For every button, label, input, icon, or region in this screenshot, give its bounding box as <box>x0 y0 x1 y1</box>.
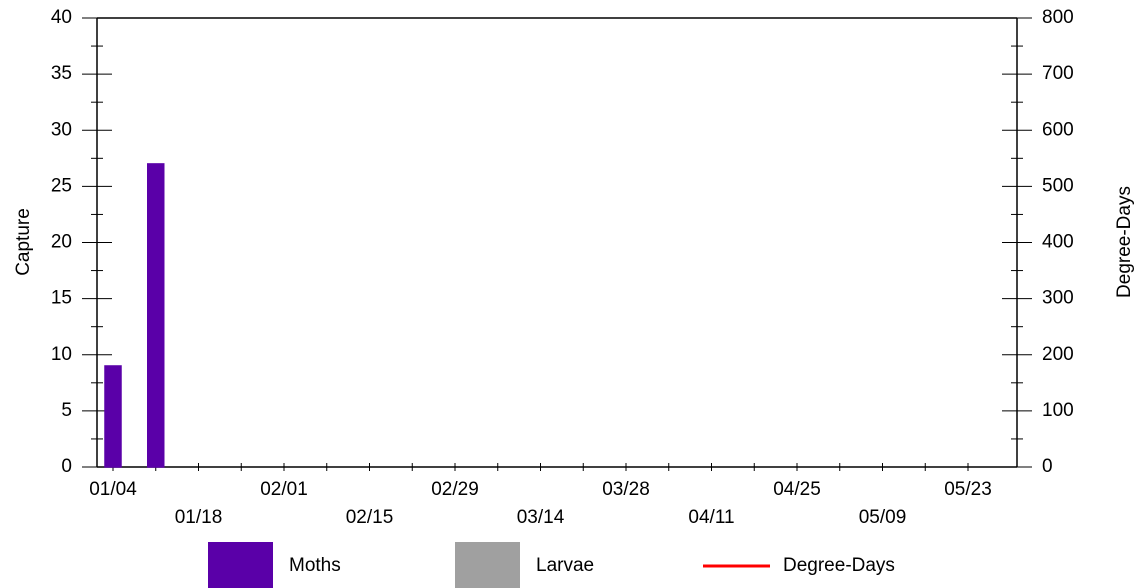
y-tick-label: 5 <box>61 400 72 421</box>
y2-tick-label: 600 <box>1042 119 1074 140</box>
x-tick-label: 02/29 <box>431 479 479 500</box>
y2-tick-label: 0 <box>1042 456 1053 477</box>
y2-tick-label: 500 <box>1042 175 1074 196</box>
y-tick-label: 25 <box>51 175 72 196</box>
y2-tick-label: 800 <box>1042 7 1074 28</box>
legend-swatch <box>455 542 520 588</box>
y-tick-label: 20 <box>51 232 72 253</box>
legend-label: Moths <box>289 555 341 576</box>
legend-label: Degree-Days <box>783 555 895 576</box>
x-tick-label: 05/23 <box>944 479 992 500</box>
y2-tick-label: 700 <box>1042 63 1074 84</box>
bar <box>104 365 122 468</box>
x-tick-label: 05/09 <box>859 507 907 528</box>
y-axis-title: Capture <box>13 208 34 276</box>
bar <box>147 163 165 468</box>
y2-tick-label: 300 <box>1042 288 1074 309</box>
y2-axis-title: Degree-Days <box>1114 186 1135 298</box>
y2-tick-label: 100 <box>1042 400 1074 421</box>
y2-tick-label: 400 <box>1042 232 1074 253</box>
y-tick-label: 40 <box>51 7 72 28</box>
x-tick-label: 01/04 <box>89 479 137 500</box>
x-tick-label: 02/15 <box>346 507 394 528</box>
y-tick-label: 0 <box>61 456 72 477</box>
legend-label: Larvae <box>536 555 594 576</box>
x-tick-label: 04/11 <box>688 507 734 528</box>
x-tick-label: 03/14 <box>517 507 565 528</box>
x-tick-label: 01/18 <box>175 507 223 528</box>
y-tick-label: 10 <box>51 344 72 365</box>
x-tick-label: 03/28 <box>602 479 650 500</box>
y-tick-label: 35 <box>51 63 72 84</box>
legend-swatch <box>208 542 273 588</box>
x-tick-label: 02/01 <box>260 479 308 500</box>
y-tick-label: 15 <box>51 288 72 309</box>
y2-tick-label: 200 <box>1042 344 1074 365</box>
x-tick-label: 04/25 <box>773 479 821 500</box>
y-tick-label: 30 <box>51 119 72 140</box>
